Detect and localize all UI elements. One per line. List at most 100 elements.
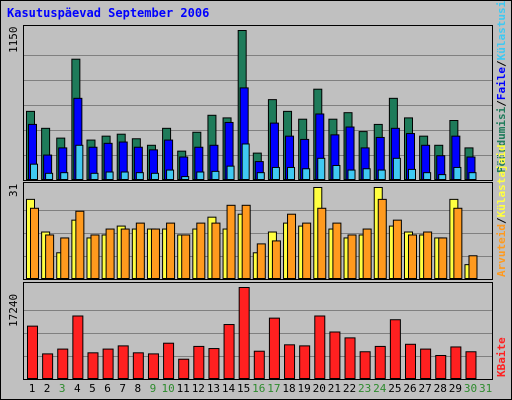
day-label: 22 xyxy=(342,382,357,395)
day-label: 31 xyxy=(478,382,493,395)
bar-kbytes-day-19 xyxy=(299,345,311,379)
bar-hosts-day-2 xyxy=(45,234,55,279)
bar-hosts-day-10 xyxy=(166,222,176,279)
bar-kbytes-day-14 xyxy=(223,324,235,379)
bar-hits-day-24 xyxy=(377,169,386,180)
bar-hits-day-22 xyxy=(347,169,356,180)
bar-hits-day-19 xyxy=(302,168,311,180)
bar-hits-day-15 xyxy=(241,143,250,180)
bar-kbytes-day-28 xyxy=(435,354,447,379)
bar-hits-day-11 xyxy=(181,176,190,180)
bar-kbytes-day-11 xyxy=(178,358,190,379)
day-label: 7 xyxy=(119,382,127,395)
legend-kbytes: KBaite xyxy=(495,337,508,377)
bar-kbytes-day-5 xyxy=(87,352,99,379)
legend-sep2: / xyxy=(495,60,508,68)
bar-hits-day-26 xyxy=(408,168,416,180)
bar-kbytes-day-6 xyxy=(102,348,114,379)
bar-kbytes-day-8 xyxy=(132,352,144,379)
middle-legend: Arvuteid/Külastajaid xyxy=(495,145,508,277)
bar-hits-day-20 xyxy=(317,157,326,180)
day-label: 10 xyxy=(161,382,175,395)
bar-hits-day-13 xyxy=(211,170,220,180)
bar-kbytes-day-10 xyxy=(163,342,175,379)
bar-hosts-day-29 xyxy=(453,207,463,279)
bottom-panel xyxy=(23,282,493,380)
day-label: 1 xyxy=(28,382,36,395)
bar-hits-day-17 xyxy=(271,166,280,180)
top-ymax-label: 1150 xyxy=(7,26,20,54)
day-label: 5 xyxy=(89,382,96,395)
bar-kbytes-day-18 xyxy=(284,344,296,379)
bar-hosts-day-9 xyxy=(150,228,160,279)
day-label: 19 xyxy=(297,382,311,395)
day-label: 28 xyxy=(433,382,447,395)
day-label: 30 xyxy=(463,382,478,395)
day-label: 12 xyxy=(191,382,205,395)
day-label: 16 xyxy=(252,382,266,395)
day-label: 13 xyxy=(206,382,221,395)
bar-hosts-day-18 xyxy=(287,213,297,279)
bar-hosts-day-14 xyxy=(226,204,236,279)
bar-hosts-day-28 xyxy=(438,237,448,279)
bar-hits-day-25 xyxy=(392,157,401,180)
bar-hosts-day-5 xyxy=(90,234,100,279)
middle-ymax-label: 31 xyxy=(7,183,20,197)
bar-hosts-day-20 xyxy=(317,207,327,279)
day-label: 8 xyxy=(134,382,142,395)
bar-kbytes-day-21 xyxy=(329,331,341,379)
bar-kbytes-day-15 xyxy=(238,287,250,379)
bar-hits-day-27 xyxy=(423,172,432,180)
day-label: 26 xyxy=(403,382,417,395)
bar-hosts-day-4 xyxy=(75,210,85,279)
bar-hits-day-23 xyxy=(362,168,371,180)
top-chart-svg xyxy=(24,30,492,180)
day-label: 25 xyxy=(388,382,402,395)
bar-hosts-day-6 xyxy=(105,228,115,279)
day-label: 20 xyxy=(312,382,326,395)
bar-hosts-day-3 xyxy=(60,237,70,279)
bottom-chart-svg xyxy=(24,287,492,379)
legend-files: Faile xyxy=(495,67,508,101)
bar-hosts-day-30 xyxy=(468,255,478,279)
bar-hits-day-21 xyxy=(332,165,341,180)
bar-kbytes-day-13 xyxy=(208,348,220,379)
bar-hosts-day-24 xyxy=(377,198,387,279)
day-label: 24 xyxy=(373,382,387,395)
bar-hosts-day-13 xyxy=(211,222,221,279)
bar-hits-day-3 xyxy=(60,172,69,180)
bottom-ymax-label: 17240 xyxy=(7,293,20,327)
middle-chart-svg xyxy=(24,187,492,279)
bar-hits-day-12 xyxy=(196,171,205,180)
bar-hosts-day-1 xyxy=(30,207,39,279)
day-label: 21 xyxy=(327,382,342,395)
bar-kbytes-day-1 xyxy=(27,325,38,379)
bar-hits-day-2 xyxy=(45,172,54,180)
legend-sep3: / xyxy=(495,217,508,225)
bar-kbytes-day-29 xyxy=(450,346,462,379)
bar-kbytes-day-27 xyxy=(420,348,432,379)
day-axis: 1 2 3 4 5 6 7 8 9 10 11 12 13 14 15 16 17 18 19 20 21 22 23 24 2… xyxy=(23,382,493,396)
bar-hosts-day-25 xyxy=(392,219,402,279)
bar-hits-day-14 xyxy=(226,165,235,180)
day-label: 9 xyxy=(149,382,157,395)
bar-hosts-day-7 xyxy=(120,228,130,279)
bar-kbytes-day-30 xyxy=(465,351,477,379)
bar-kbytes-day-3 xyxy=(57,348,69,379)
bar-hits-day-18 xyxy=(287,166,296,180)
bar-hits-day-6 xyxy=(105,171,114,180)
bar-hosts-day-22 xyxy=(347,234,357,279)
top-panel xyxy=(23,25,493,181)
bar-kbytes-day-20 xyxy=(314,315,326,379)
bar-hosts-day-16 xyxy=(256,243,266,279)
bar-kbytes-day-25 xyxy=(389,319,401,379)
bar-kbytes-day-17 xyxy=(268,317,280,379)
bar-hosts-day-21 xyxy=(332,222,342,279)
bar-hits-day-8 xyxy=(135,172,144,180)
bar-kbytes-day-23 xyxy=(359,351,371,379)
bar-hits-day-16 xyxy=(256,172,265,180)
day-label: 15 xyxy=(237,382,251,395)
day-label: 3 xyxy=(58,382,66,395)
bar-kbytes-day-4 xyxy=(72,315,84,379)
